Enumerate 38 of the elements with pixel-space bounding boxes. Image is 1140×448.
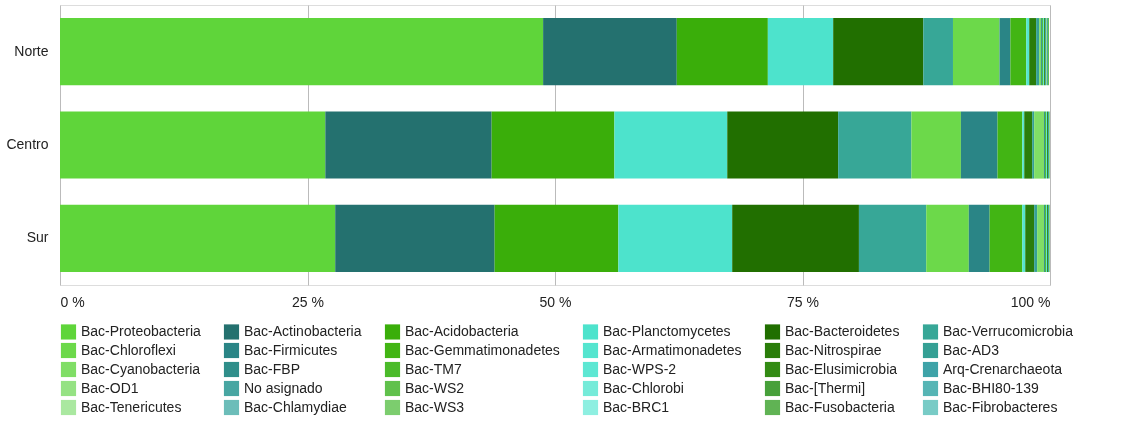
- legend-label: Bac-BRC1: [603, 398, 670, 415]
- legend-label: Bac-[Thermi]: [785, 379, 866, 396]
- x-tick-label: 50 %: [539, 293, 572, 310]
- legend-label: Bac-Fibrobacteres: [943, 398, 1058, 415]
- legend-label: Bac-Tenericutes: [81, 398, 182, 415]
- legend-label: Bac-TM7: [405, 360, 462, 377]
- legend-label: Bac-Proteobacteria: [81, 322, 202, 339]
- x-tick-label: 100 %: [1010, 293, 1051, 310]
- x-tick-label: 25 %: [292, 293, 324, 310]
- legend-label: Bac-Chloroflexi: [81, 341, 176, 358]
- y-tick-label: Centro: [6, 136, 49, 152]
- legend-label: Bac-Chlamydiae: [244, 398, 347, 415]
- x-tick-label: 75 %: [787, 293, 819, 310]
- y-tick-label: Sur: [26, 229, 49, 246]
- legend-label: Bac-WS3: [405, 398, 465, 415]
- legend-label: Bac-Bacteroidetes: [785, 322, 900, 339]
- x-tick-label: 0 %: [60, 293, 85, 310]
- legend-label: Bac-Fusobacteria: [785, 398, 895, 415]
- legend-label: Bac-Gemmatimonadetes: [405, 341, 560, 358]
- legend-label: Bac-OD1: [81, 379, 139, 396]
- legend-label: Bac-WPS-2: [603, 360, 677, 377]
- legend-label: Bac-FBP: [244, 360, 301, 377]
- legend-label: Bac-Planctomycetes: [603, 322, 731, 339]
- legend-label: Bac-Chlorobi: [603, 379, 684, 396]
- legend-label: Bac-WS2: [405, 379, 465, 396]
- legend-label: Bac-AD3: [943, 341, 1000, 358]
- legend-label: Bac-Acidobacteria: [405, 322, 519, 339]
- legend-label: Bac-Cyanobacteria: [81, 360, 201, 377]
- legend-label: No asignado: [244, 379, 323, 396]
- legend-label: Bac-BHI80-139: [943, 379, 1039, 396]
- legend-label: Bac-Elusimicrobia: [785, 360, 898, 377]
- legend-label: Bac-Actinobacteria: [244, 322, 362, 339]
- legend-label: Bac-Firmicutes: [244, 341, 338, 358]
- legend-label: Bac-Nitrospirae: [785, 341, 882, 358]
- y-tick-label: Norte: [14, 42, 49, 59]
- legend-label: Bac-Verrucomicrobia: [943, 322, 1074, 339]
- legend-label: Arq-Crenarchaeota: [943, 360, 1063, 377]
- legend-label: Bac-Armatimonadetes: [603, 341, 742, 358]
